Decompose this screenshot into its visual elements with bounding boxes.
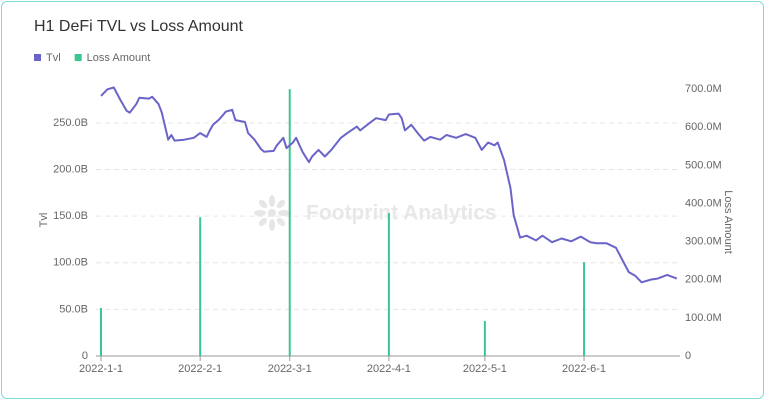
bar bbox=[199, 217, 202, 356]
bar bbox=[387, 213, 390, 356]
y-tick-label: 200.0B bbox=[53, 163, 88, 175]
y-axis-title: Tvl bbox=[38, 213, 50, 228]
x-tick-label: 2022-2-1 bbox=[178, 363, 222, 375]
y2-axis-title: Loss Amount bbox=[722, 190, 734, 254]
y2-tick-label: 300.0M bbox=[685, 236, 722, 248]
legend-label: Loss Amount bbox=[87, 52, 151, 64]
x-tick-label: 2022-6-1 bbox=[562, 363, 606, 375]
legend-swatch bbox=[34, 54, 41, 61]
y-tick-label: 50.0B bbox=[59, 303, 88, 315]
legend-label: Tvl bbox=[46, 52, 61, 64]
y2-tick-label: 400.0M bbox=[685, 197, 722, 209]
y2-tick-label: 700.0M bbox=[685, 83, 722, 95]
line bbox=[100, 86, 678, 284]
chart-title: H1 DeFi TVL vs Loss Amount bbox=[34, 18, 244, 35]
y2-tick-label: 200.0M bbox=[685, 274, 722, 286]
y2-tick-label: 0 bbox=[685, 350, 691, 362]
y-tick-label: 100.0B bbox=[53, 257, 88, 269]
watermark-logo bbox=[254, 195, 290, 231]
legend-swatch bbox=[74, 54, 82, 61]
watermark: Footprint Analytics bbox=[306, 202, 497, 225]
x-tick-label: 2022-1-1 bbox=[79, 363, 123, 375]
bar bbox=[483, 320, 486, 356]
y-tick-label: 0 bbox=[82, 350, 88, 362]
bar bbox=[288, 89, 291, 356]
y2-tick-label: 500.0M bbox=[685, 159, 722, 171]
bar bbox=[583, 262, 586, 356]
x-tick-label: 2022-4-1 bbox=[367, 363, 411, 375]
y2-tick-label: 600.0M bbox=[685, 121, 722, 133]
bar bbox=[100, 307, 102, 356]
x-tick-label: 2022-5-1 bbox=[463, 363, 507, 375]
x-tick-label: 2022-3-1 bbox=[268, 363, 312, 375]
y2-tick-label: 100.0M bbox=[685, 312, 722, 324]
y-tick-label: 250.0B bbox=[53, 117, 88, 129]
y-tick-label: 150.0B bbox=[53, 210, 88, 222]
